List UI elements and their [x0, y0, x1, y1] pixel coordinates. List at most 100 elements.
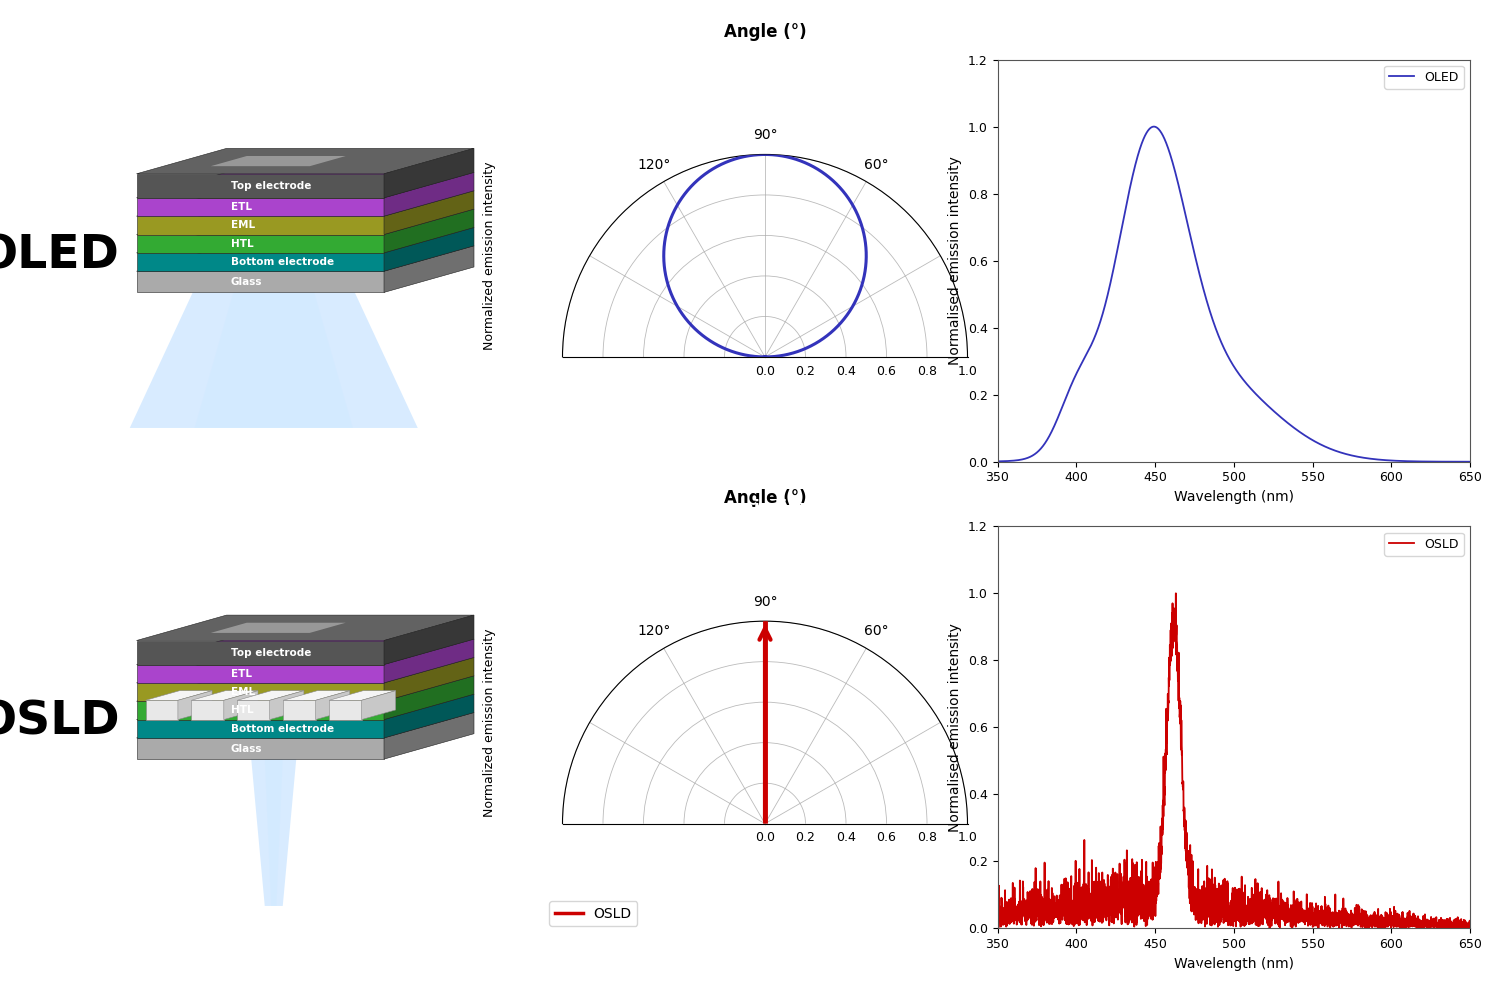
Text: Top electrode: Top electrode — [231, 181, 310, 191]
OLED — [1461, 456, 1479, 468]
Polygon shape — [136, 173, 474, 198]
OLED — [1191, 267, 1209, 279]
Polygon shape — [237, 700, 270, 720]
Y-axis label: Normalised emission intensity: Normalised emission intensity — [948, 623, 962, 832]
Polygon shape — [362, 691, 396, 720]
Polygon shape — [251, 759, 296, 906]
OLED — [1401, 456, 1419, 468]
Polygon shape — [136, 174, 384, 198]
Polygon shape — [210, 156, 345, 166]
Polygon shape — [384, 210, 474, 253]
Line: OLED: OLED — [998, 126, 1470, 462]
Polygon shape — [264, 759, 282, 906]
Polygon shape — [146, 700, 178, 720]
Polygon shape — [136, 640, 384, 664]
Polygon shape — [384, 246, 474, 292]
Text: Bottom electrode: Bottom electrode — [231, 724, 333, 734]
OSLD — [1170, 663, 1188, 675]
Polygon shape — [315, 691, 350, 720]
Text: • Directional emission: • Directional emission — [582, 966, 807, 984]
OLED — [1170, 181, 1188, 193]
Polygon shape — [136, 713, 474, 738]
Polygon shape — [384, 694, 474, 738]
Polygon shape — [136, 615, 474, 640]
Polygon shape — [136, 210, 474, 234]
Polygon shape — [384, 657, 474, 701]
Text: Glass: Glass — [231, 277, 262, 287]
Text: ETL: ETL — [231, 202, 252, 212]
OSLD — [1042, 909, 1060, 921]
Polygon shape — [136, 720, 384, 738]
Text: Glass: Glass — [231, 744, 262, 754]
Polygon shape — [224, 691, 258, 720]
Polygon shape — [328, 691, 396, 700]
Text: • Lambertian emission: • Lambertian emission — [582, 499, 812, 517]
Polygon shape — [136, 246, 474, 271]
Polygon shape — [136, 683, 384, 701]
OSLD — [1452, 922, 1470, 934]
Legend: OSLD: OSLD — [1384, 532, 1464, 555]
Line: OSLD: OSLD — [998, 593, 1470, 928]
OLED — [988, 456, 1006, 468]
Polygon shape — [136, 676, 474, 701]
Text: ETL: ETL — [231, 668, 252, 678]
Polygon shape — [384, 615, 474, 664]
Text: EML: EML — [231, 687, 255, 697]
OSLD — [1071, 863, 1089, 875]
OLED — [1452, 456, 1470, 468]
Polygon shape — [270, 691, 304, 720]
Text: OLED: OLED — [0, 233, 120, 278]
Text: EML: EML — [231, 220, 255, 230]
Legend: OSLD: OSLD — [549, 901, 638, 926]
Polygon shape — [146, 691, 211, 700]
Polygon shape — [136, 253, 384, 271]
Polygon shape — [136, 657, 474, 683]
Text: Top electrode: Top electrode — [231, 647, 310, 657]
Polygon shape — [136, 148, 474, 174]
Polygon shape — [136, 664, 384, 683]
OSLD — [1167, 587, 1185, 599]
OSLD — [1461, 919, 1479, 930]
Polygon shape — [284, 691, 350, 700]
Text: • Broad spectrum: • Broad spectrum — [1022, 499, 1200, 517]
Polygon shape — [136, 198, 384, 216]
Polygon shape — [192, 691, 258, 700]
Text: OSLD: OSLD — [0, 700, 120, 745]
Polygon shape — [384, 676, 474, 720]
Polygon shape — [384, 191, 474, 234]
Polygon shape — [136, 694, 474, 720]
Polygon shape — [136, 191, 474, 216]
Polygon shape — [284, 700, 315, 720]
Polygon shape — [384, 173, 474, 216]
Polygon shape — [237, 691, 304, 700]
Polygon shape — [384, 148, 474, 198]
Text: Bottom electrode: Bottom electrode — [231, 257, 333, 267]
OSLD — [988, 915, 1006, 926]
Polygon shape — [210, 623, 345, 633]
Title: Angle (°): Angle (°) — [723, 23, 807, 41]
Legend: OLED: OLED — [1384, 66, 1464, 88]
OSLD — [1452, 917, 1470, 928]
OLED — [1071, 361, 1089, 373]
Text: HTL: HTL — [231, 238, 254, 248]
Polygon shape — [384, 227, 474, 271]
Text: Normalized emission intensity: Normalized emission intensity — [483, 162, 496, 350]
Title: Angle (°): Angle (°) — [723, 490, 807, 507]
Polygon shape — [136, 701, 384, 720]
Polygon shape — [136, 216, 384, 234]
OLED — [1042, 426, 1060, 438]
OLED — [1144, 120, 1162, 132]
Polygon shape — [192, 700, 224, 720]
OSLD — [1401, 919, 1419, 930]
Polygon shape — [136, 738, 384, 759]
Polygon shape — [178, 691, 212, 720]
Polygon shape — [136, 234, 384, 253]
OSLD — [1191, 917, 1209, 928]
Text: • High colour purity: • High colour purity — [1022, 966, 1222, 984]
Polygon shape — [136, 271, 384, 292]
X-axis label: Wavelength (nm): Wavelength (nm) — [1173, 490, 1293, 504]
Polygon shape — [195, 292, 352, 428]
X-axis label: Wavelength (nm): Wavelength (nm) — [1173, 956, 1293, 971]
Polygon shape — [136, 227, 474, 253]
Polygon shape — [328, 700, 362, 720]
